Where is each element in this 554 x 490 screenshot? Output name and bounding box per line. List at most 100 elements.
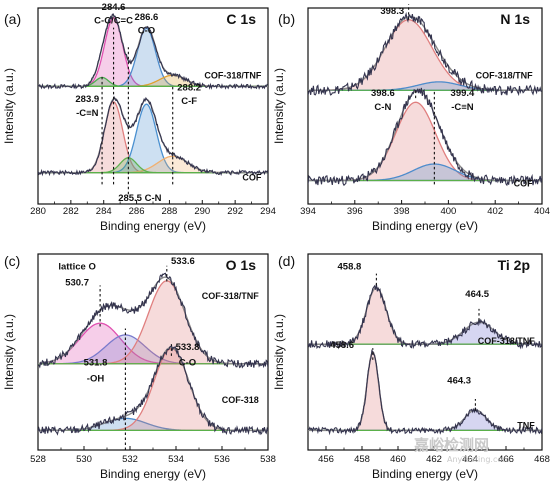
peak-annotation: -C≡N [451,102,474,113]
peak-annotation: 283.9 [75,94,99,105]
peak-annotation: C-O [179,358,196,369]
series-COF-318/TNF [308,283,542,350]
raw-spectrum [308,349,542,436]
x-tick-label: 292 [227,206,243,217]
x-axis-title: Binding energy (eV) [100,219,206,233]
fit-component [308,409,542,432]
peak-annotation: 285.5 C-N [118,193,161,204]
series-label: COF-318/TNF [202,291,260,301]
fit-component [38,103,268,174]
x-tick-label: 536 [214,454,230,465]
peak-annotation: C-N [374,102,391,113]
plot-area [38,272,268,436]
raw-spectrum [308,11,542,97]
x-tick-label: 538 [260,454,276,465]
x-tick-label: 294 [260,206,276,217]
x-tick-label: 458 [354,454,370,465]
peak-annotation: -C≡N [76,108,99,119]
x-tick-label: 282 [63,206,79,217]
fit-component [308,163,542,182]
peak-annotation: 530.7 [65,277,89,288]
panel-label: (c) [4,253,20,269]
x-tick-label: 400 [440,206,456,217]
peak-annotation: 533.6 [171,256,195,267]
series-COF [38,95,268,177]
series-label: COF-318/TNF [476,71,534,81]
peak-annotation: 531.8 [84,358,108,369]
panel-d: 456 458 460 462 464 466 468 Binding energy (eV)… [272,253,550,481]
peak-annotation: 533.8 [176,342,200,353]
x-tick-label: 402 [487,206,503,217]
x-tick-label: 286 [129,206,145,217]
series-label: COF-318/TNF [478,336,536,346]
x-tick-label: 466 [498,454,514,465]
plot-area [308,11,542,187]
series-label: TNF [517,420,535,430]
core-level-label: C 1s [226,11,256,27]
raw-spectrum [38,272,268,369]
core-level-label: N 1s [500,11,530,27]
series-COF-318/TNF [38,272,268,369]
x-tick-label: 396 [347,206,363,217]
series-COF-318/TNF [308,11,542,97]
x-tick-label: 534 [168,454,184,465]
x-tick-label: 462 [426,454,442,465]
x-axis-title: Binding energy (eV) [372,219,478,233]
peak-annotation: 398.6 [371,88,395,99]
x-tick-label: 288 [161,206,177,217]
fit-component [308,351,542,432]
peak-annotation: 288.2 [177,82,201,93]
watermark-subtext: AnyTesting.com [447,455,510,464]
x-tick-label: 532 [122,454,138,465]
peak-annotation: C-F [181,96,197,107]
peak-annotation: 464.3 [447,375,471,386]
peak-annotation: 458.6 [330,340,354,351]
fit-envelope [38,276,268,365]
series-label: COF-318/TNF [204,71,262,81]
peak-annotation: 458.8 [338,262,362,273]
raw-spectrum [38,95,268,177]
fit-envelope [308,350,542,432]
raw-spectrum [308,87,542,187]
x-tick-label: 456 [318,454,334,465]
peak-annotation: 284.6 [102,2,126,13]
series-label: COF [242,172,262,182]
peak-annotation: C-O [138,25,155,36]
panel-label: (a) [4,11,21,27]
x-tick-label: 404 [534,206,550,217]
x-tick-label: 394 [300,206,316,217]
peak-annotation: 398.3 [380,6,404,17]
plot-frame [307,253,543,451]
peak-annotation: C-C/C=C [94,16,133,27]
peak-annotation: -OH [87,373,105,384]
panel-label: (b) [278,11,295,27]
peak-annotation: lattice O [58,262,96,273]
x-tick-label: 398 [394,206,410,217]
x-tick-label: 280 [30,206,46,217]
series-label: COF [514,178,534,188]
panel-b: 394 396 398 400 402 404 Binding energy (eV) Int… [272,4,550,233]
core-level-label: O 1s [226,257,257,273]
x-tick-label: 468 [534,454,550,465]
panel-c: 528 530 532 534 536 538 Binding energy (eV) Int… [2,253,276,481]
x-axis-title: Binding energy (eV) [100,467,206,481]
x-tick-label: 284 [96,206,112,217]
peak-annotation: 286.6 [135,12,159,23]
y-axis-title: Intensity (a.u.) [272,314,286,390]
raw-spectrum [38,13,268,90]
series-label: COF-318 [222,395,259,405]
watermark-text: 嘉峪检测网 [413,436,489,454]
x-tick-label: 528 [30,454,46,465]
series-TNF [308,349,542,436]
y-axis-title: Intensity (a.u.) [2,68,16,144]
series-COF [308,87,542,187]
x-axis-title: Binding energy (eV) [372,467,478,481]
x-tick-label: 464 [462,454,478,465]
x-tick-label: 530 [76,454,92,465]
peak-annotation: 399.4 [451,88,475,99]
plot-area [308,283,542,436]
panel-label: (d) [278,253,295,269]
raw-spectrum [308,283,542,350]
y-axis-title: Intensity (a.u.) [272,68,286,144]
y-axis-title: Intensity (a.u.) [2,314,16,390]
